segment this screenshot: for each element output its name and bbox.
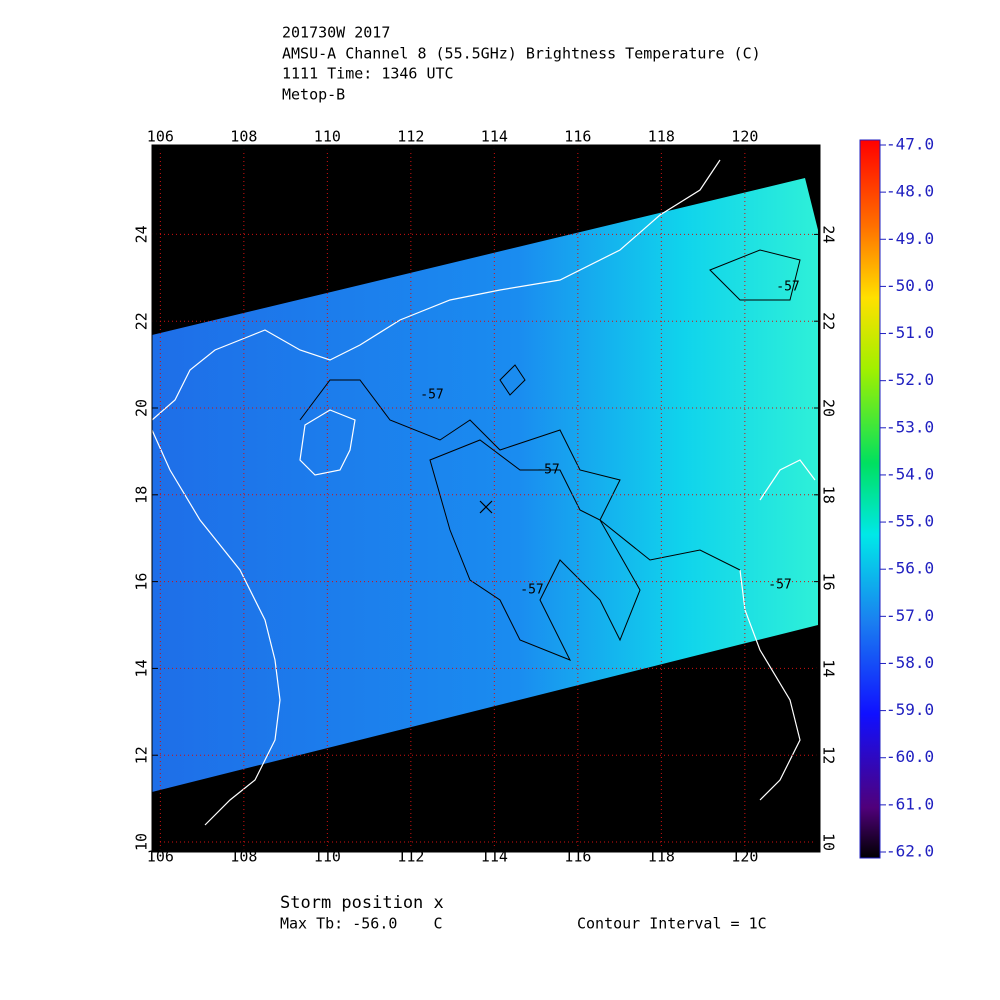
colorbar-label: -47.0 bbox=[886, 135, 934, 154]
x-tick-label: 120 bbox=[731, 128, 758, 146]
colorbar-label: -55.0 bbox=[886, 512, 934, 531]
contour-label: -57 bbox=[768, 578, 791, 593]
y-tick-label: 12 bbox=[133, 746, 151, 764]
storm-position: Storm position x bbox=[280, 893, 444, 913]
x-tick-label: 114 bbox=[481, 128, 508, 146]
x-tick-label: 120 bbox=[731, 848, 758, 866]
x-tick-label: 106 bbox=[147, 128, 174, 146]
y-tick-label: 12 bbox=[820, 746, 838, 764]
contour-interval: Contour Interval = 1C bbox=[577, 915, 767, 933]
x-tick-label: 116 bbox=[564, 128, 591, 146]
y-tick-label: 14 bbox=[133, 659, 151, 677]
y-tick-label: 10 bbox=[133, 833, 151, 851]
x-tick-label: 106 bbox=[147, 848, 174, 866]
colorbar-label: -57.0 bbox=[886, 606, 934, 625]
y-tick-label: 24 bbox=[133, 225, 151, 243]
x-tick-label: 118 bbox=[648, 128, 675, 146]
header-line: Metop-B bbox=[282, 86, 345, 104]
swath bbox=[152, 178, 818, 792]
y-tick-label: 20 bbox=[133, 399, 151, 417]
colorbar-label: -58.0 bbox=[886, 653, 934, 672]
x-tick-label: 114 bbox=[481, 848, 508, 866]
colorbar-label: -56.0 bbox=[886, 559, 934, 578]
contour-label: -57 bbox=[536, 463, 559, 478]
header-line: AMSU-A Channel 8 (55.5GHz) Brightness Te… bbox=[282, 45, 761, 63]
colorbar-label: -51.0 bbox=[886, 323, 934, 342]
x-tick-label: 108 bbox=[230, 128, 257, 146]
x-tick-label: 110 bbox=[314, 848, 341, 866]
colorbar-label: -54.0 bbox=[886, 464, 934, 483]
colorbar-label: -59.0 bbox=[886, 700, 934, 719]
contour-label: -57 bbox=[776, 280, 799, 295]
y-tick-label: 16 bbox=[820, 573, 838, 591]
colorbar bbox=[859, 139, 881, 859]
x-tick-label: 110 bbox=[314, 128, 341, 146]
colorbar-label: -62.0 bbox=[886, 842, 934, 861]
colorbar-label: -49.0 bbox=[886, 229, 934, 248]
y-tick-label: 18 bbox=[820, 486, 838, 504]
y-tick-label: 10 bbox=[820, 833, 838, 851]
x-tick-label: 118 bbox=[648, 848, 675, 866]
y-tick-label: 22 bbox=[133, 312, 151, 330]
colorbar-label: -53.0 bbox=[886, 417, 934, 436]
contour-label: -57 bbox=[520, 583, 543, 598]
storm-marker bbox=[479, 500, 493, 514]
map-frame bbox=[151, 144, 821, 853]
header-line: 1111 Time: 1346 UTC bbox=[282, 65, 454, 83]
colorbar-label: -48.0 bbox=[886, 182, 934, 201]
x-tick-label: 116 bbox=[564, 848, 591, 866]
y-tick-label: 24 bbox=[820, 225, 838, 243]
colorbar-label: -50.0 bbox=[886, 276, 934, 295]
y-tick-label: 14 bbox=[820, 659, 838, 677]
x-tick-label: 108 bbox=[230, 848, 257, 866]
contour-label: -57 bbox=[420, 388, 443, 403]
y-tick-label: 20 bbox=[820, 399, 838, 417]
x-tick-label: 112 bbox=[397, 848, 424, 866]
graticule bbox=[152, 145, 820, 852]
y-tick-label: 18 bbox=[133, 486, 151, 504]
y-tick-label: 16 bbox=[133, 573, 151, 591]
colorbar-label: -61.0 bbox=[886, 794, 934, 813]
x-tick-label: 112 bbox=[397, 128, 424, 146]
contours bbox=[299, 249, 801, 661]
header-line: 201730W 2017 bbox=[282, 24, 390, 42]
colorbar-label: -60.0 bbox=[886, 747, 934, 766]
y-tick-label: 22 bbox=[820, 312, 838, 330]
colorbar-label: -52.0 bbox=[886, 370, 934, 389]
max-tb: Max Tb: -56.0 C bbox=[280, 915, 443, 933]
